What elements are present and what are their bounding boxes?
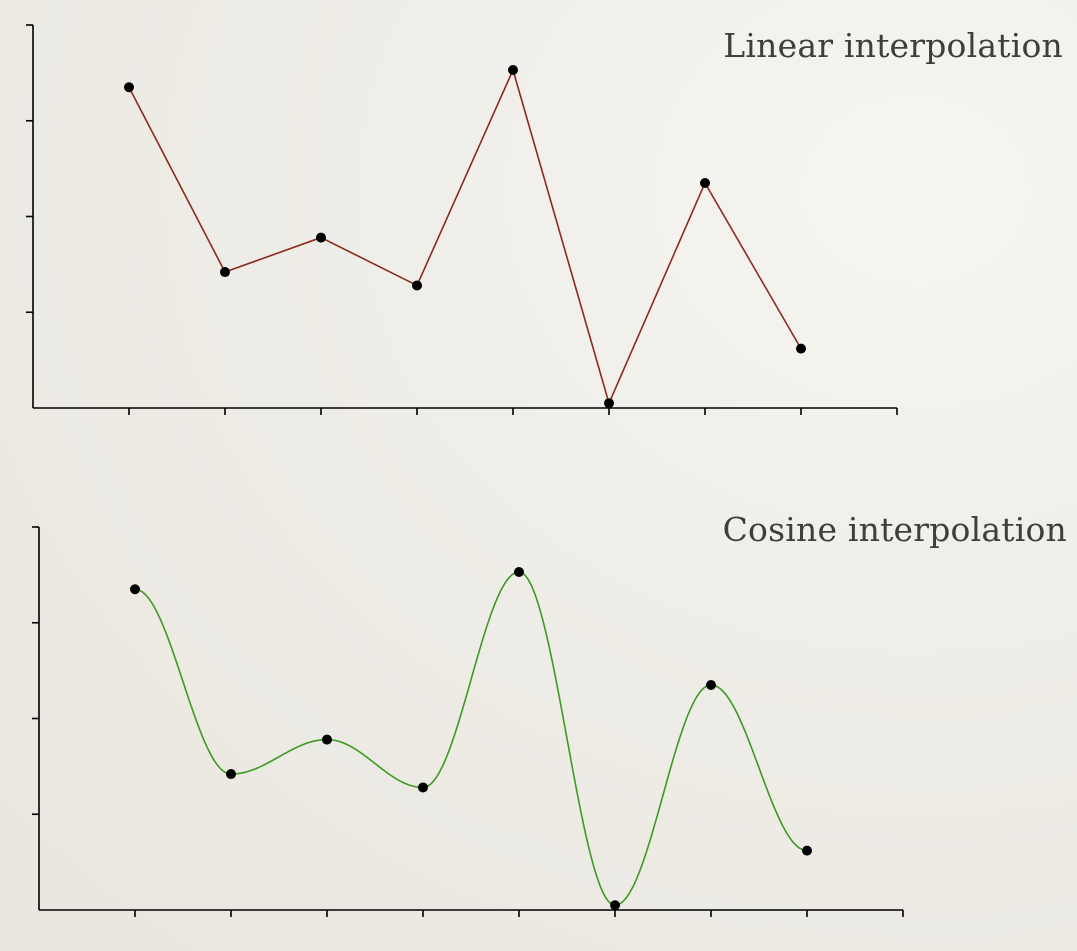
cosine-interpolation-panel: Cosine interpolation	[0, 490, 1077, 951]
data-point	[796, 343, 806, 354]
linear-interpolation-panel: Linear interpolation	[0, 0, 1077, 440]
data-point	[226, 769, 236, 780]
data-point	[700, 177, 710, 188]
series-line	[128, 69, 802, 405]
data-point	[418, 782, 428, 793]
linear-interpolation-chart	[26, 24, 898, 415]
cosine-interpolation-chart	[32, 526, 904, 917]
data-point	[124, 82, 134, 93]
data-point	[604, 398, 614, 409]
data-point	[322, 734, 332, 745]
data-point	[508, 65, 518, 76]
data-point	[514, 567, 524, 578]
data-point	[802, 845, 812, 856]
data-point	[316, 232, 326, 243]
data-point	[220, 267, 230, 278]
data-point	[610, 900, 620, 911]
data-point	[412, 280, 422, 291]
chart-title: Linear interpolation	[723, 26, 1063, 65]
series-line	[134, 571, 808, 907]
data-point	[706, 679, 716, 690]
chart-title: Cosine interpolation	[722, 510, 1067, 549]
data-point	[130, 584, 140, 595]
